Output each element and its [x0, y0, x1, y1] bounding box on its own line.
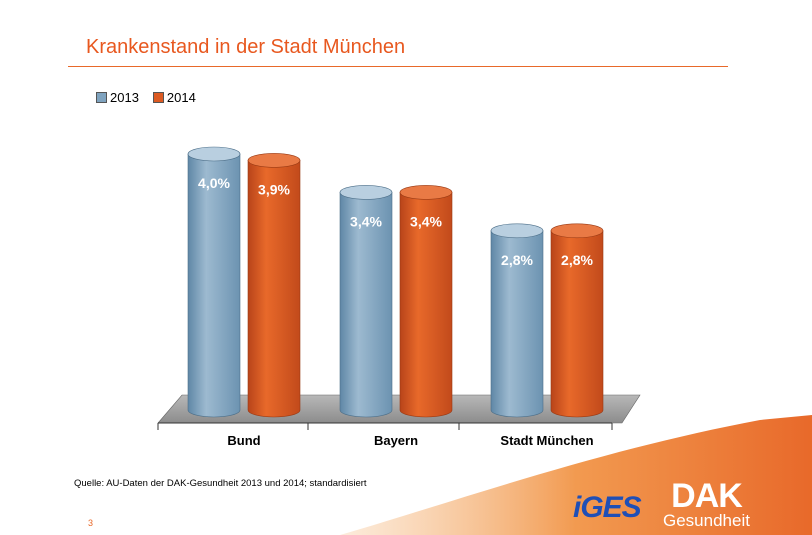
dak-logo-name: DAK [671, 477, 743, 515]
dak-logo-sub: Gesundheit [663, 511, 750, 530]
category-label: Bund [227, 433, 260, 448]
data-label: 4,0% [198, 175, 230, 191]
chart-legend: 2013 2014 [96, 90, 196, 105]
data-label: 3,9% [258, 181, 290, 197]
legend-swatch-2014 [152, 92, 164, 103]
bar-2013-1: 4,0% [187, 146, 241, 418]
category-label: Bayern [374, 433, 418, 448]
bar-top [339, 185, 393, 200]
data-label: 3,4% [410, 213, 442, 229]
bar-top [399, 185, 453, 200]
footer-wave [340, 415, 812, 535]
bar-2014-2: 3,4% [399, 185, 453, 418]
iges-logo: iGES [573, 491, 642, 524]
bar-2014-1: 3,9% [247, 153, 301, 418]
bar-body [187, 153, 241, 418]
bar-top [490, 223, 544, 239]
category-labels: Bund Bayern Stadt München [227, 433, 593, 448]
slide-title: Krankenstand in der Stadt München [86, 36, 406, 58]
page-number: 3 [88, 518, 94, 528]
source-note: Quelle: AU-Daten der DAK-Gesundheit 2013… [74, 478, 367, 489]
bar-2013-2: 3,4% [339, 185, 393, 418]
data-label: 3,4% [350, 213, 382, 229]
bar-body [399, 192, 453, 418]
legend-item-2014: 2014 [152, 90, 196, 105]
legend-label-2014: 2014 [166, 90, 196, 105]
bar-2014-3: 2,8% [550, 223, 604, 418]
data-label: 2,8% [561, 252, 593, 268]
legend-label-2013: 2013 [110, 90, 139, 105]
bars-layer: 4,0% 3,9% 3,4% 3,4% 2,8% 2,8% [187, 146, 604, 418]
bar-top [550, 223, 604, 239]
legend-item-2013: 2013 [96, 90, 139, 105]
bar-top [187, 146, 241, 162]
bar-body [550, 230, 604, 418]
data-label: 2,8% [501, 252, 533, 268]
dak-logo: DAK Gesundheit [663, 477, 750, 530]
bar-body [339, 192, 393, 418]
legend-swatch-2013 [96, 92, 107, 103]
bar-body [247, 160, 301, 418]
bar-top [247, 153, 301, 168]
bar-2013-3: 2,8% [490, 223, 544, 418]
title-divider [68, 66, 728, 67]
bar-body [490, 230, 544, 418]
category-label: Stadt München [500, 433, 593, 448]
